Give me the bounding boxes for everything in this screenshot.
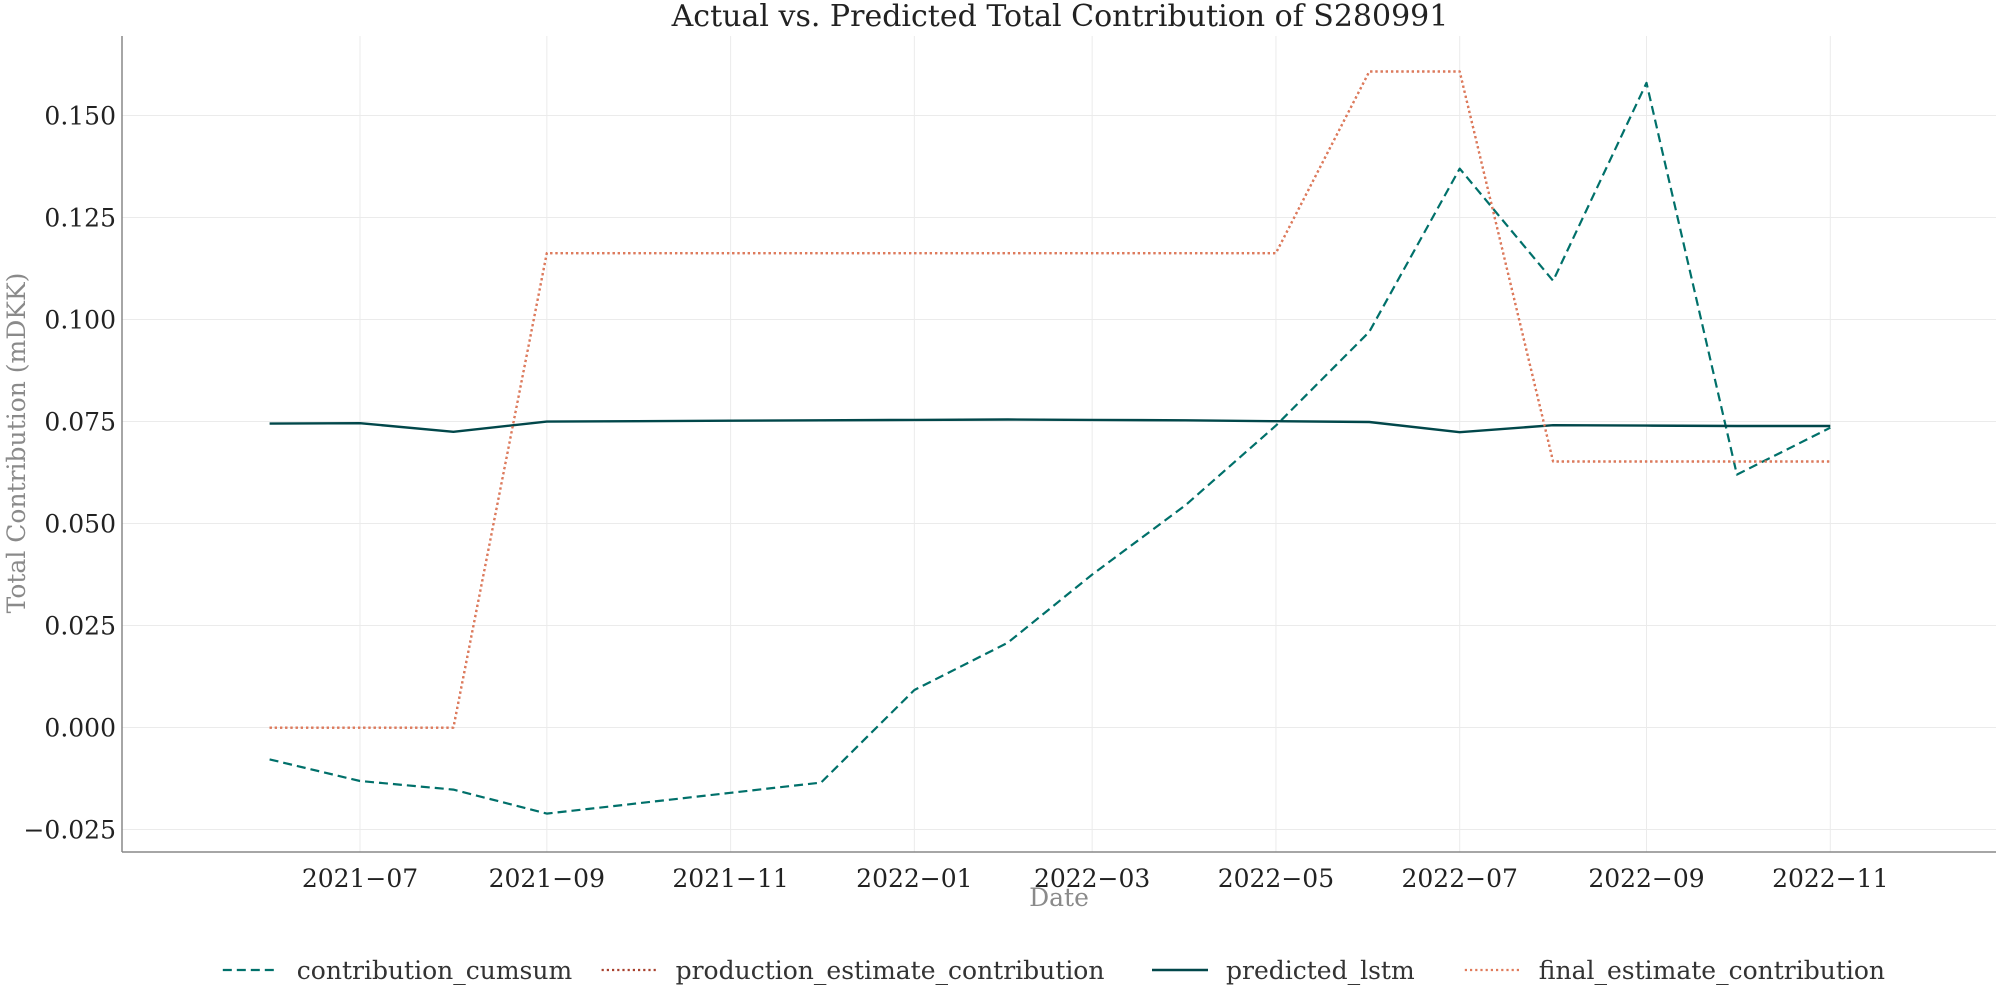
y-tick-label: 0.075 [44,408,116,437]
y-tick-label: 0.025 [44,612,116,641]
x-tick-label: 2022−09 [1588,864,1704,893]
x-axis-title: Date [1029,883,1089,912]
y-tick-label: 0.000 [44,714,116,743]
y-tick-label: 0.125 [44,204,116,233]
legend-label-contribution-cumsum: contribution_cumsum [297,956,573,985]
chart-title: Actual vs. Predicted Total Contribution … [671,0,1449,34]
series-line-final-estimate-contribution [269,70,1831,729]
series-line-predicted-lstm [269,418,1831,434]
x-tick-label: 2021−11 [672,864,788,893]
series-line-production-estimate-contribution [269,70,1831,729]
series-lines [269,70,1831,815]
grid [122,36,1996,852]
x-tick-label: 2022−07 [1402,864,1518,893]
tick-labels: −0.025 0.000 0.025 0.050 0.075 0.100 0.125 0.15… [23,102,1888,893]
y-axis-title: Total Contribution (mDKK) [2,273,31,614]
x-tick-label: 2022−03 [1034,864,1150,893]
axes [121,36,1996,853]
y-tick-label: 0.050 [44,510,116,539]
x-tick-label: 2022−05 [1218,864,1334,893]
y-tick-label: 0.150 [44,102,116,131]
x-tick-label: 2021−09 [489,864,605,893]
legend-label-production-estimate-contribution: production_estimate_contribution [676,956,1105,985]
x-tick-label: 2021−07 [302,864,418,893]
legend: contribution_cumsum production_estimate_c… [222,956,1885,985]
x-tick-label: 2022−11 [1772,864,1888,893]
x-tick-label: 2022−01 [856,864,972,893]
y-tick-label: −0.025 [23,816,116,845]
legend-label-final-estimate-contribution: final_estimate_contribution [1539,956,1885,985]
y-tick-label: 0.100 [44,306,116,335]
series-line-contribution-cumsum [269,81,1831,815]
legend-label-predicted-lstm: predicted_lstm [1226,956,1415,985]
